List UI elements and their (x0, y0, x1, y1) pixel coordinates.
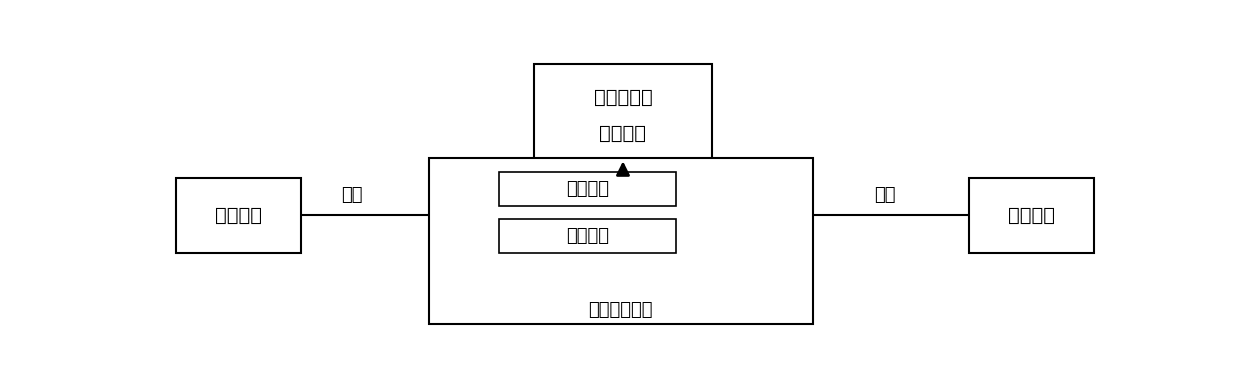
Text: 光纤: 光纤 (873, 185, 896, 204)
Bar (498, 219, 676, 253)
Text: 微弯模型: 微弯模型 (566, 227, 608, 245)
Text: 光纤: 光纤 (341, 185, 363, 204)
Bar (969, 178, 1094, 253)
Bar (534, 64, 712, 170)
Text: 电动位移平台: 电动位移平台 (589, 301, 653, 319)
Bar (176, 178, 301, 253)
Text: 微弯模型: 微弯模型 (566, 180, 608, 198)
Text: 台控制器: 台控制器 (600, 124, 647, 143)
Text: 光功率计: 光功率计 (1009, 206, 1056, 225)
Bar (498, 172, 676, 206)
Text: 稳定光源: 稳定光源 (214, 206, 261, 225)
Bar (429, 159, 813, 324)
Text: 电动位移平: 电动位移平 (593, 88, 653, 107)
